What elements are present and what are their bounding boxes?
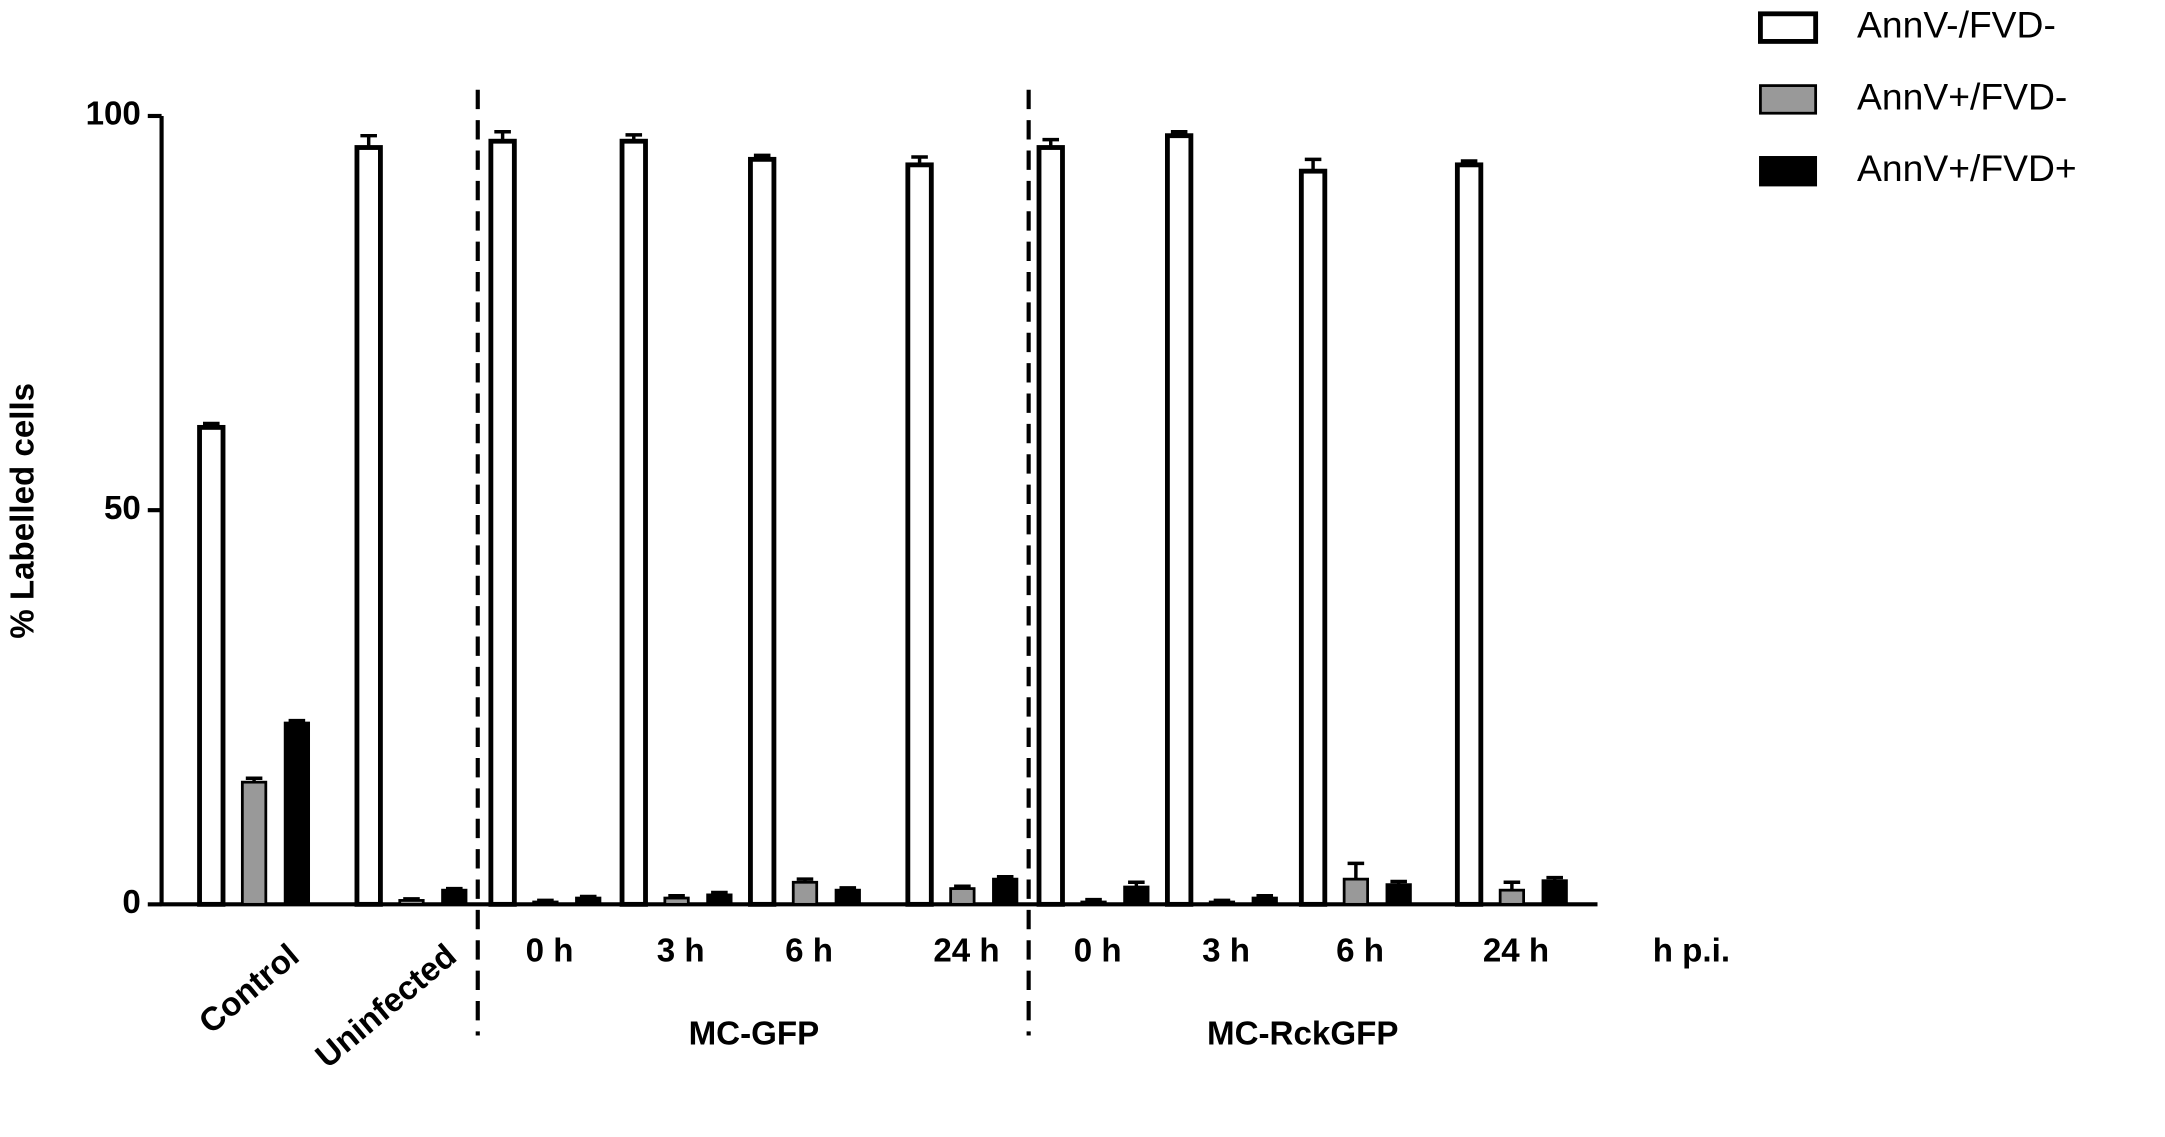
- error-bar: [954, 884, 971, 889]
- error-bar: [579, 894, 597, 899]
- error-bar: [537, 898, 554, 903]
- y-tick-label: 0: [122, 884, 140, 921]
- bar: [398, 899, 425, 906]
- bar: [575, 896, 602, 906]
- bar: [1208, 900, 1236, 906]
- bar: [949, 887, 976, 906]
- group-label: MC-GFP: [689, 1015, 820, 1052]
- error-bar: [403, 897, 420, 901]
- legend-label: AnnV-/FVD-: [1857, 3, 2056, 45]
- bar: [1454, 162, 1484, 907]
- group-label: MC-RckGFP: [1207, 1015, 1398, 1052]
- error-bar: [625, 133, 643, 142]
- error-bar: [711, 890, 728, 895]
- y-axis-label: % Labelled cells: [5, 383, 42, 639]
- error-bar: [1347, 861, 1365, 880]
- legend-label: AnnV+/FVD+: [1857, 147, 2077, 189]
- bar: [488, 138, 517, 907]
- bar: [905, 162, 934, 907]
- error-bar: [1546, 875, 1563, 881]
- error-bar: [753, 153, 771, 160]
- bar: [197, 424, 226, 907]
- x-tick-label: 3 h: [1202, 932, 1250, 969]
- bar: [1251, 896, 1278, 906]
- error-bar: [1042, 137, 1060, 148]
- x-tick-label: 6 h: [1336, 932, 1384, 969]
- error-bar: [202, 421, 220, 428]
- bar: [1342, 877, 1369, 906]
- error-bar: [1390, 879, 1407, 885]
- x-tick-label: 6 h: [785, 932, 833, 969]
- legend-swatch: [1758, 11, 1819, 44]
- error-bar: [668, 893, 685, 899]
- error-bar: [494, 130, 511, 142]
- error-bar: [245, 776, 263, 783]
- bar: [1123, 885, 1150, 906]
- x-tick-label: Control: [192, 937, 306, 1041]
- legend-swatch: [1759, 156, 1818, 187]
- bar: [1080, 900, 1107, 906]
- bar: [441, 888, 468, 906]
- bar: [663, 896, 690, 906]
- y-tick-label: 100: [86, 96, 141, 133]
- error-bar: [1460, 159, 1478, 165]
- error-bar: [1128, 880, 1145, 888]
- y-tick-label: 50: [104, 490, 141, 527]
- error-bar: [1085, 897, 1102, 902]
- error-bar: [446, 886, 463, 891]
- error-bar: [1213, 898, 1231, 903]
- error-bar: [288, 718, 306, 724]
- error-bar: [911, 155, 928, 165]
- error-bar: [796, 877, 814, 883]
- error-bar: [1256, 893, 1274, 899]
- x-unit-label: h p.i.: [1653, 932, 1730, 969]
- bar: [1164, 133, 1194, 907]
- bar: [791, 880, 819, 906]
- bar: [834, 888, 861, 906]
- error-bar: [1503, 880, 1521, 891]
- bar: [532, 900, 559, 906]
- bar: [1498, 888, 1526, 906]
- x-tick-label: 3 h: [657, 932, 705, 969]
- error-bar: [839, 886, 857, 891]
- x-tick-label: 24 h: [933, 932, 999, 969]
- error-bar: [1170, 130, 1188, 136]
- bar: [992, 877, 1019, 906]
- bar: [1385, 883, 1412, 906]
- legend-swatch: [1759, 84, 1818, 115]
- x-tick-label: 0 h: [1074, 932, 1122, 969]
- bar: [354, 145, 383, 907]
- error-bar: [360, 133, 377, 148]
- bar: [706, 893, 733, 906]
- bar: [240, 780, 268, 906]
- bar: [1541, 879, 1568, 906]
- x-tick-label: Uninfected: [309, 937, 464, 1075]
- bar: [1298, 168, 1328, 907]
- error-bar: [1304, 157, 1322, 172]
- x-tick-label: 24 h: [1483, 932, 1549, 969]
- bar: [1036, 145, 1065, 907]
- legend-label: AnnV+/FVD-: [1857, 75, 2067, 117]
- bar: [283, 721, 311, 906]
- error-bar: [996, 875, 1014, 880]
- bar: [619, 138, 648, 907]
- bar: [748, 156, 777, 907]
- x-tick-label: 0 h: [526, 932, 574, 969]
